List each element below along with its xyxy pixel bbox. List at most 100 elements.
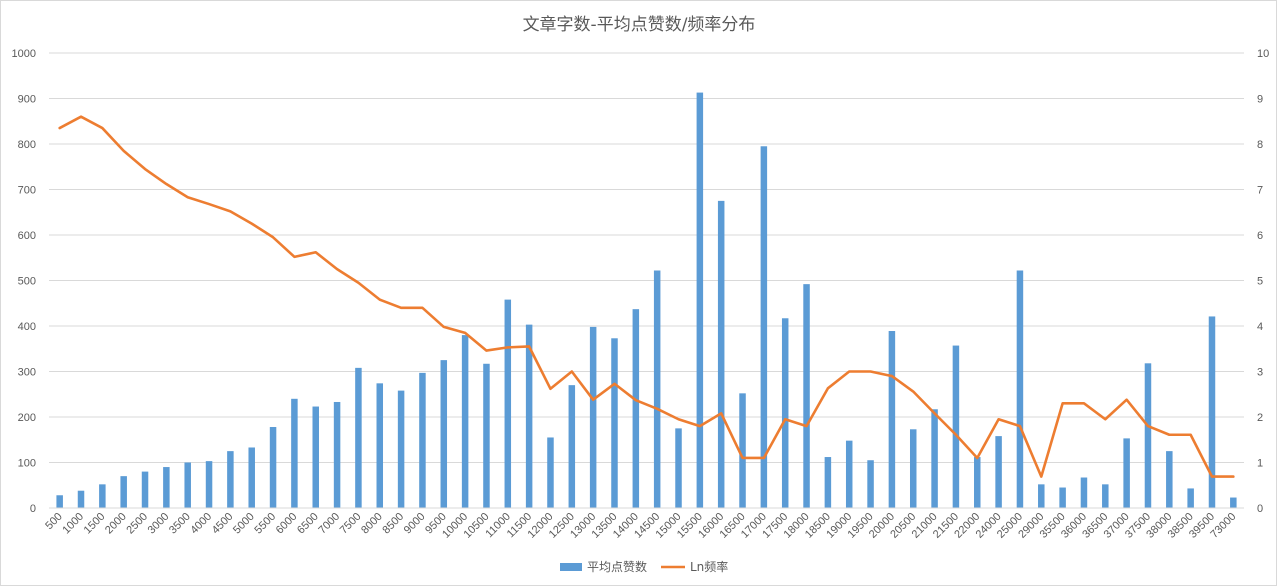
bar xyxy=(974,457,981,508)
bar xyxy=(461,335,469,508)
bar xyxy=(291,398,298,508)
y2-tick-label: 2 xyxy=(1257,412,1263,424)
y2-tick-label: 7 xyxy=(1257,185,1263,197)
bar xyxy=(653,270,661,508)
x-tick-label: 6000 xyxy=(274,511,300,537)
bar xyxy=(205,461,213,508)
y2-tick-label: 4 xyxy=(1257,321,1263,333)
bar xyxy=(1230,497,1237,508)
y2-tick-label: 6 xyxy=(1257,230,1263,242)
bar xyxy=(248,447,255,508)
x-tick-label: 4500 xyxy=(210,511,236,537)
bar xyxy=(568,385,576,508)
x-tick-label: 9000 xyxy=(402,511,428,537)
bar xyxy=(376,383,384,508)
bar xyxy=(1102,484,1109,508)
bar xyxy=(56,495,63,508)
bar xyxy=(1080,477,1088,508)
bar xyxy=(931,409,938,508)
x-tick-label: 1000 xyxy=(60,511,86,537)
y2-tick-label: 3 xyxy=(1257,367,1263,379)
bar xyxy=(163,467,170,508)
bar xyxy=(440,360,448,508)
bar xyxy=(120,476,127,508)
bar xyxy=(888,331,896,508)
legend: 平均点赞数 Ln频率 xyxy=(560,559,728,574)
y2-tick-label: 8 xyxy=(1257,139,1263,151)
x-tick-label: 2000 xyxy=(103,511,129,537)
y-tick-label: 700 xyxy=(18,185,36,197)
bar-series xyxy=(56,92,1237,509)
y2-tick-label: 9 xyxy=(1257,94,1263,106)
y2-tick-label: 10 xyxy=(1257,48,1269,60)
x-tick-label: 2500 xyxy=(124,511,150,537)
bar xyxy=(312,406,319,508)
bar xyxy=(77,490,85,508)
y-tick-label: 1000 xyxy=(12,48,36,60)
x-tick-label: 8000 xyxy=(359,511,385,537)
x-tick-label: 4000 xyxy=(188,511,214,537)
x-tick-label: 1500 xyxy=(82,511,108,537)
bar xyxy=(1059,487,1066,508)
x-tick-label: 8500 xyxy=(380,511,406,537)
legend-label: 平均点赞数 xyxy=(587,559,647,574)
x-tick-label: 5000 xyxy=(231,511,257,537)
bar xyxy=(781,318,789,508)
y2-tick-label: 1 xyxy=(1257,458,1263,470)
x-tick-label: 5500 xyxy=(252,511,278,537)
bar xyxy=(525,324,533,508)
bar xyxy=(845,440,853,508)
bar xyxy=(952,345,960,508)
bar xyxy=(184,462,191,508)
bar xyxy=(1123,438,1130,508)
bar xyxy=(504,299,512,508)
bar xyxy=(675,428,682,508)
bar xyxy=(1038,484,1045,508)
y-tick-label: 300 xyxy=(18,367,36,379)
bar xyxy=(355,367,362,508)
bar xyxy=(611,338,618,508)
bar xyxy=(1016,270,1024,508)
x-tick-label: 7500 xyxy=(338,511,364,537)
bar xyxy=(1144,363,1152,508)
bar xyxy=(632,309,640,508)
ln-frequency-line xyxy=(58,115,1235,478)
y-tick-label: 600 xyxy=(18,230,36,242)
y-tick-label: 900 xyxy=(18,94,36,106)
bar xyxy=(1208,316,1216,508)
bar xyxy=(589,326,597,508)
legend-label: Ln频率 xyxy=(690,559,728,574)
bar xyxy=(909,429,917,508)
bar xyxy=(1166,451,1173,508)
bar xyxy=(547,437,554,508)
x-tick-label: 3500 xyxy=(167,511,193,537)
bar xyxy=(717,200,725,508)
bar xyxy=(227,451,234,508)
line-series xyxy=(58,115,1235,478)
bar xyxy=(1187,488,1194,508)
bar xyxy=(483,363,490,508)
bar xyxy=(739,393,746,508)
y-tick-label: 800 xyxy=(18,139,36,151)
bar xyxy=(803,284,810,508)
y-tick-label: 500 xyxy=(18,276,36,288)
x-tick-label: 6500 xyxy=(295,511,321,537)
bar xyxy=(269,427,277,508)
axes: 0 100 200 300 400 500 600 700 800 900 1000 0 1 2 3 4 5 6 7… xyxy=(12,48,1270,541)
y-tick-label: 100 xyxy=(18,458,36,470)
bar xyxy=(995,436,1002,508)
bar xyxy=(419,372,426,508)
bar xyxy=(696,92,704,509)
x-tick-label: 3000 xyxy=(146,511,172,537)
y-tick-label: 0 xyxy=(30,503,36,515)
y-tick-label: 200 xyxy=(18,412,36,424)
chart-title: 文章字数-平均点赞数/频率分布 xyxy=(523,15,756,35)
bar xyxy=(824,457,832,508)
gridlines xyxy=(49,52,1244,509)
bar xyxy=(333,401,341,508)
y2-tick-label: 0 xyxy=(1257,503,1263,515)
bar xyxy=(397,390,405,508)
x-tick-label: 7000 xyxy=(316,511,342,537)
